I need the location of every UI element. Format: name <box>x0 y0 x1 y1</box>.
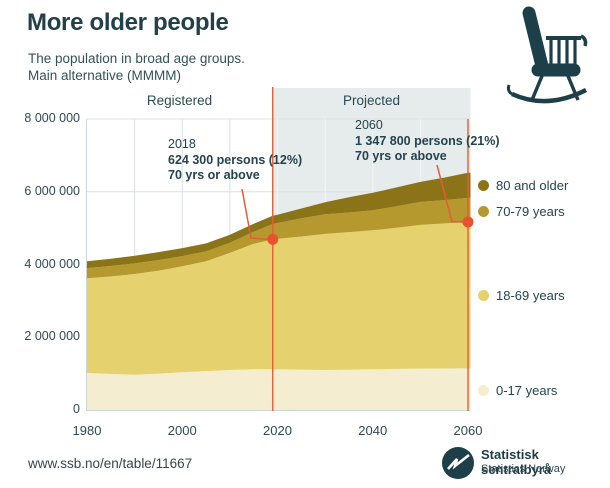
legend-color-dot <box>478 180 489 191</box>
projected-zone-label: Projected <box>342 93 401 108</box>
annotation-2060: 2060 1 347 800 persons (21%) 70 yrs or a… <box>355 118 500 165</box>
legend-color-dot <box>478 290 489 301</box>
ssb-logo-icon <box>442 447 474 479</box>
annotation-2018-year: 2018 <box>168 137 196 151</box>
subtitle-line-2: Main alternative (MMMM) <box>28 68 182 83</box>
registered-zone-label: Registered <box>146 93 213 108</box>
rocking-chair-icon <box>506 6 588 104</box>
legend-label: 80 and older <box>496 178 569 193</box>
chart-subtitle: The population in broad age groups. Main… <box>28 50 245 84</box>
legend-color-dot <box>478 206 489 217</box>
subtitle-line-1: The population in broad age groups. <box>28 51 245 66</box>
annotation-2018-value: 624 300 persons (12%) <box>168 152 303 167</box>
legend-item-70-79-years: 70-79 years <box>478 204 565 219</box>
annotation-2018: 2018 624 300 persons (12%) 70 yrs or abo… <box>168 137 302 184</box>
page-title: More older people <box>27 9 229 36</box>
legend-color-dot <box>478 385 489 396</box>
source-url: www.ssb.no/en/table/11667 <box>28 456 193 471</box>
annotation-2060-value: 1 347 800 persons (21%) <box>355 133 500 148</box>
legend-label: 18-69 years <box>496 288 565 303</box>
legend-item-80-and-older: 80 and older <box>478 178 568 193</box>
legend-item-18-69-years: 18-69 years <box>478 288 565 303</box>
org-name-en: Statistics Norway <box>481 463 566 475</box>
legend: 80 and older 70-79 years 18-69 years 0-17 y… <box>478 0 610 420</box>
legend-label: 70-79 years <box>496 204 565 219</box>
legend-label: 0-17 years <box>496 383 558 398</box>
annotation-2018-detail: 70 yrs or above <box>168 168 260 182</box>
legend-item-0-17-years: 0-17 years <box>478 383 557 398</box>
annotation-2060-detail: 70 yrs or above <box>355 149 447 163</box>
org-name: Statistisk sentralbyrå <box>481 447 552 477</box>
annotation-2060-year: 2060 <box>355 118 383 132</box>
